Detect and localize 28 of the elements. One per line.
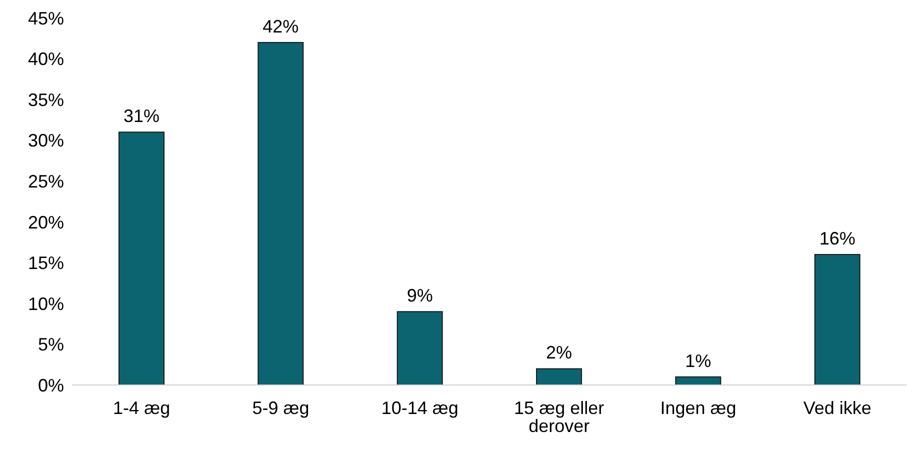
bar [536,368,582,385]
x-tick-label: Ingen æg [660,398,736,418]
data-label: 16% [819,228,856,249]
data-label: 42% [262,16,299,36]
x-tick-label: 1-4 æg [113,398,170,418]
bar [258,42,304,385]
x-tick-label: 15 æg eller derover [514,398,604,436]
y-tick-label: 10% [28,294,64,314]
x-tick-label: 10-14 æg [381,398,458,418]
x-tick-label: Ved ikke [803,398,872,418]
x-tick-label: 5-9 æg [252,398,310,418]
bar [118,132,164,385]
data-label: 9% [406,286,433,306]
data-label: 2% [546,342,572,363]
y-tick-label: 40% [28,49,64,70]
y-tick-label: 20% [28,212,64,232]
y-tick-label: 35% [28,90,64,110]
y-tick-label: 5% [38,334,64,355]
bar [814,254,860,385]
y-tick-label: 45% [28,8,64,28]
y-tick-label: 0% [38,375,64,396]
bar [396,311,443,385]
y-tick-label: 25% [28,172,64,192]
data-label: 1% [685,350,712,371]
y-tick-label: 30% [28,130,64,151]
y-tick-label: 15% [28,253,64,274]
bar [675,376,722,385]
data-label: 31% [123,106,160,126]
